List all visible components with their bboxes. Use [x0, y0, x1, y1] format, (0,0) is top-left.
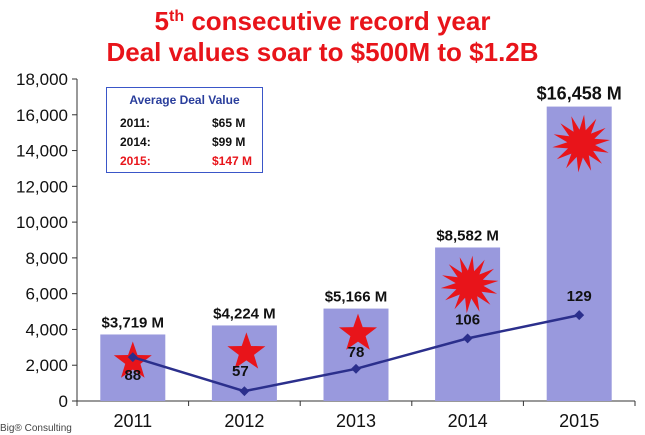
chart-title: 5th consecutive record year	[0, 6, 645, 36]
star-marker	[227, 332, 266, 369]
deal-count-point	[127, 352, 138, 363]
y-tick-label: 6,000	[25, 285, 68, 304]
deal-count-point	[239, 386, 250, 397]
bar-value-label: $8,582 M	[436, 227, 499, 244]
line-series-group	[127, 310, 585, 397]
average-row-value: $65 M	[212, 116, 246, 130]
bar-value-label: $3,719 M	[102, 314, 165, 331]
deal-count-label: 129	[567, 288, 592, 305]
burst-marker	[440, 255, 499, 314]
chart-subtitle: Deal values soar to $500M to $1.2B	[106, 37, 539, 67]
x-tick-label: 2011	[113, 411, 152, 431]
average-deal-value-title: Average Deal Value	[129, 93, 240, 107]
y-tick-label: 18,000	[16, 70, 68, 89]
average-row-value: $99 M	[212, 135, 246, 149]
average-row-value: $147 M	[212, 154, 253, 168]
x-tick-label: 2013	[336, 411, 376, 431]
y-tick-label: 2,000	[25, 356, 68, 375]
x-tick-label: 2015	[559, 411, 599, 431]
burst-marker	[552, 114, 610, 173]
average-deal-value-box: Average Deal Value 2011: $65 M 2014: $99…	[106, 87, 263, 173]
title-superscript: th	[168, 8, 185, 25]
deal-count-point	[462, 333, 473, 344]
x-tick-label: 2014	[448, 411, 488, 431]
label-group: $3,719 M $4,224 M $5,166 M $8,582 M $16,458 …	[102, 84, 622, 385]
footer-credit: Big® Consulting	[0, 423, 72, 434]
title-rest: consecutive record year	[184, 6, 491, 36]
bar-value-label: $16,458 M	[537, 84, 622, 104]
y-tick-label: 0	[59, 392, 68, 411]
average-row-year: 2015:	[120, 154, 151, 168]
deal-count-label: 57	[232, 363, 249, 380]
average-row-2011: 2011: $65 M	[120, 116, 255, 130]
bar-value-label: $4,224 M	[213, 305, 276, 322]
average-row-year: 2011:	[120, 116, 151, 130]
deal-count-point	[574, 310, 585, 321]
average-row-2014: 2014: $99 M	[120, 135, 255, 149]
average-row-2015: 2015: $147 M	[120, 154, 255, 168]
x-tick-label: 2012	[224, 411, 264, 431]
chart-axes: 0 2,000 4,000 6,000 8,000 10,000 12,000 14,000 1…	[16, 70, 636, 431]
y-tick-label: 8,000	[25, 249, 68, 268]
deal-count-point	[351, 363, 361, 374]
deal-count-label: 106	[455, 311, 480, 328]
y-tick-label: 16,000	[16, 106, 68, 125]
average-row-year: 2014:	[120, 135, 151, 149]
bar-value-label: $5,166 M	[325, 289, 388, 306]
title-prefix: 5	[154, 6, 169, 36]
y-tick-label: 12,000	[16, 177, 68, 196]
star-marker	[339, 313, 377, 350]
deal-count-label: 78	[348, 344, 365, 361]
y-tick-label: 10,000	[16, 213, 68, 232]
deal-count-label: 88	[124, 367, 141, 384]
y-tick-label: 4,000	[25, 320, 68, 339]
y-tick-label: 14,000	[16, 142, 68, 161]
bar-group	[100, 106, 612, 402]
